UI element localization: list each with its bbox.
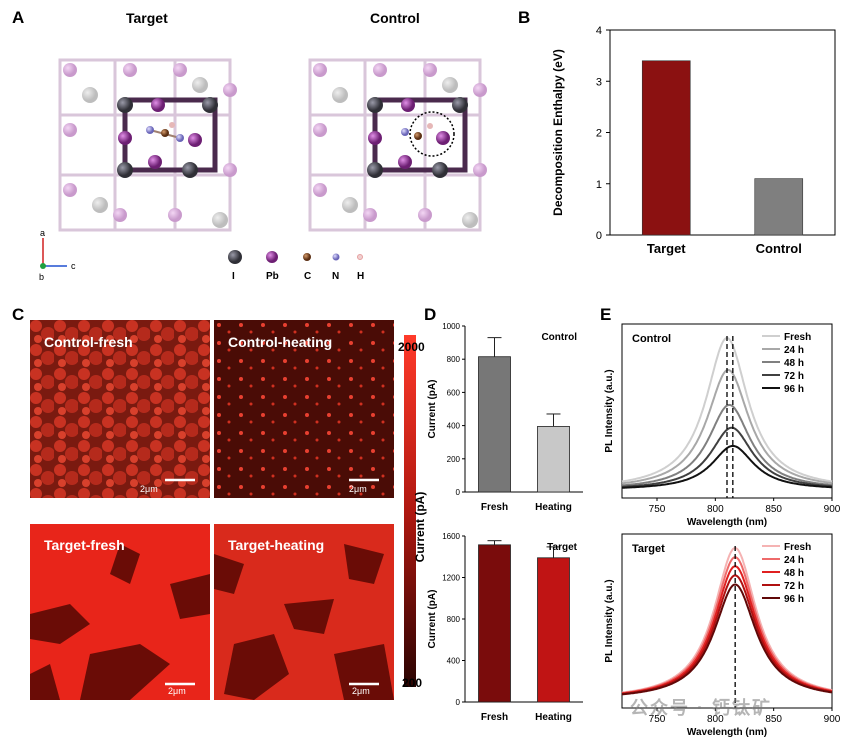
chart-title: Control (541, 332, 577, 343)
y-tick-label: 0 (596, 230, 602, 242)
y-axis-label: PL Intensity (a.u.) (604, 369, 615, 452)
x-tick-label: Fresh (481, 502, 508, 513)
y-tick-label: 600 (447, 388, 461, 397)
atom-legend: I Pb C N H (220, 245, 380, 285)
x-tick-label: Heating (535, 712, 572, 723)
y-axis-label: PL Intensity (a.u.) (604, 579, 615, 662)
x-tick-label: 750 (649, 504, 666, 515)
legend-label: Fresh (784, 332, 811, 343)
afm-title-target-fresh: Target-fresh (44, 537, 125, 553)
y-tick-label: 800 (447, 355, 461, 364)
scale-bar-control-heating: 2μm (349, 484, 367, 494)
y-axis-label: Current (pA) (427, 380, 438, 439)
bar-fresh (479, 545, 511, 702)
y-axis-label: Decomposition Enthalpy (eV) (551, 49, 565, 216)
target-structure (60, 60, 237, 230)
x-tick-label: Fresh (481, 712, 508, 723)
legend-label: 24 h (784, 555, 804, 566)
x-axis-label: Wavelength (nm) (687, 517, 767, 528)
watermark: 公众号 · 钙钛矿 (630, 694, 772, 720)
chart-title: Control (632, 333, 671, 345)
control-structure-title: Control (370, 10, 420, 26)
afm-title-target-heating: Target-heating (228, 537, 324, 553)
y-tick-label: 800 (447, 615, 461, 624)
y-tick-label: 1200 (442, 574, 460, 583)
current-target-chart: 0 400 800 1200 1600 Fresh Heating Target Current… (425, 528, 595, 728)
legend-i: I (232, 271, 235, 282)
scale-bar-target-fresh: 2μm (168, 686, 186, 696)
legend-c: C (304, 271, 311, 282)
colorbar-max: 2000 (398, 340, 425, 354)
decomposition-enthalpy-chart: 0 1 2 3 4 Target Control Decomposition Enthalpy… (540, 20, 850, 260)
y-tick-label: 4 (596, 25, 602, 37)
legend-label: 48 h (784, 358, 804, 369)
y-tick-label: 2 (596, 128, 602, 140)
y-tick-label: 200 (447, 455, 461, 464)
bar-heating (538, 558, 570, 702)
bar-fresh (479, 357, 511, 492)
x-tick-label: Control (756, 241, 802, 256)
axis-b: b (39, 272, 44, 282)
y-tick-label: 3 (596, 76, 602, 88)
current-control-chart: 0 200 400 600 800 1000 Fresh Heating Control Curr… (425, 318, 595, 518)
legend-label: 96 h (784, 594, 804, 605)
legend-label: 24 h (784, 345, 804, 356)
y-axis-label: Current (pA) (427, 590, 438, 649)
scale-bar-target-heating: 2μm (352, 686, 370, 696)
panel-a-label: A (12, 8, 24, 28)
bar-heating (538, 426, 570, 492)
x-tick-label: 900 (824, 714, 841, 725)
y-tick-label: 0 (456, 488, 461, 497)
legend-label: Fresh (784, 542, 811, 553)
target-structure-title: Target (126, 10, 168, 26)
legend-label: 72 h (784, 581, 804, 592)
afm-title-control-heating: Control-heating (228, 334, 332, 350)
legend-n: N (332, 271, 339, 282)
axis-c: c (71, 261, 76, 271)
legend-h: H (357, 271, 364, 282)
legend-label: 96 h (784, 384, 804, 395)
axis-a: a (40, 228, 45, 238)
pl-control-chart: 750 800 850 900 Fresh 24 h 48 h 72 h 96 h Control… (600, 318, 850, 528)
chart-title: Target (632, 543, 665, 555)
panel-c-label: C (12, 305, 24, 325)
y-tick-label: 0 (456, 698, 461, 707)
x-tick-label: 900 (824, 504, 841, 515)
legend-pb: Pb (266, 271, 279, 282)
bar-control (755, 179, 803, 235)
y-tick-label: 1600 (442, 532, 460, 541)
legend-label: 48 h (784, 568, 804, 579)
y-tick-label: 1 (596, 179, 602, 191)
x-tick-label: 800 (707, 504, 724, 515)
y-tick-label: 1000 (442, 322, 460, 331)
scale-bar-control-fresh: 2μm (140, 484, 158, 494)
x-tick-label: Heating (535, 502, 572, 513)
x-tick-label: 850 (765, 504, 782, 515)
chart-title: Target (547, 542, 577, 553)
legend-label: 72 h (784, 371, 804, 382)
y-tick-label: 400 (447, 657, 461, 666)
afm-title-control-fresh: Control-fresh (44, 334, 133, 350)
panel-b-label: B (518, 8, 530, 28)
axes-triad: a b c (39, 228, 76, 282)
y-tick-label: 400 (447, 422, 461, 431)
x-tick-label: Target (647, 241, 686, 256)
bar-target (642, 61, 690, 235)
colorbar-min: 200 (402, 676, 422, 690)
x-axis-label: Wavelength (nm) (687, 727, 767, 738)
control-structure (310, 60, 487, 230)
